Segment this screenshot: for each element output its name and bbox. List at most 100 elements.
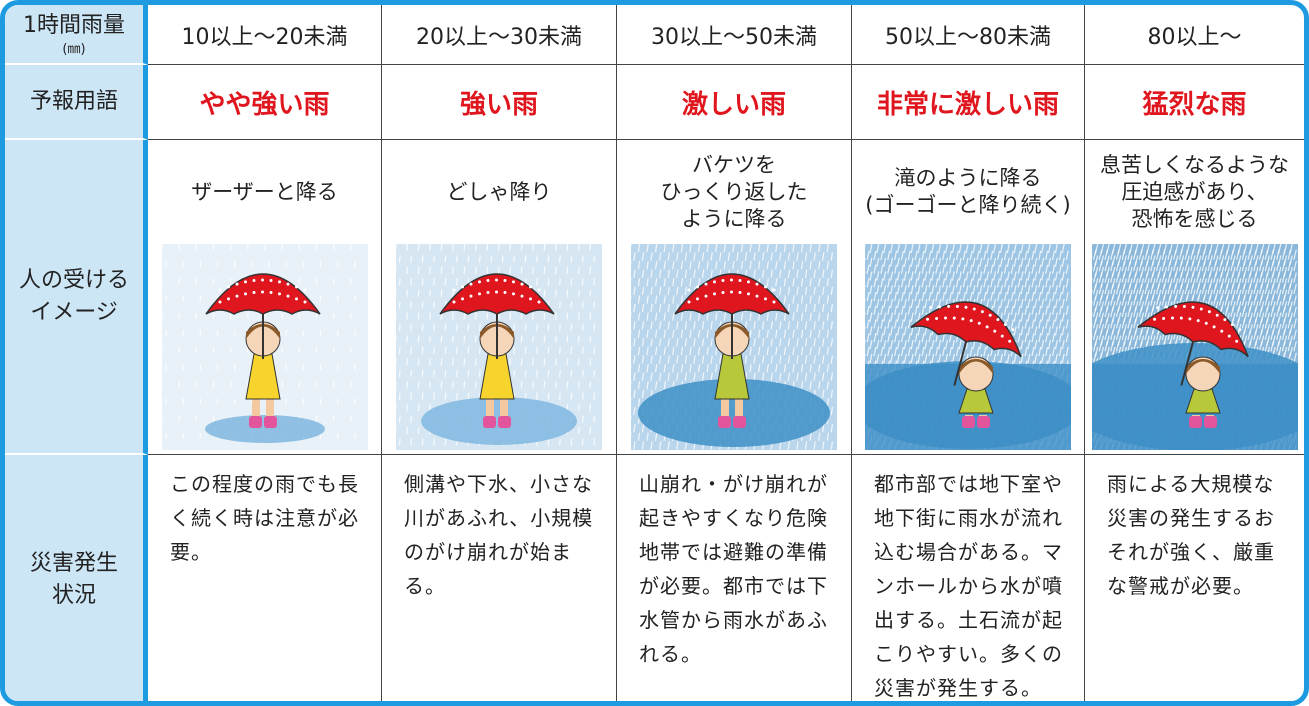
rain-streak bbox=[411, 347, 412, 354]
rain-streak bbox=[445, 370, 446, 377]
rain-streak bbox=[457, 393, 458, 400]
umbrella-dot bbox=[453, 301, 456, 304]
row-header: 災害発生 状況 bbox=[5, 455, 148, 705]
rain-streak bbox=[514, 347, 515, 354]
rain-streak bbox=[560, 255, 561, 262]
head bbox=[959, 357, 993, 391]
rain-streak bbox=[422, 324, 423, 331]
umbrella-dot bbox=[705, 295, 708, 298]
rain-streak bbox=[590, 313, 591, 320]
rain-streak bbox=[556, 267, 557, 274]
rain-streak bbox=[548, 393, 549, 400]
umbrella-dot bbox=[538, 289, 541, 292]
impression-cell: バケツを ひっくり返した ように降る bbox=[617, 140, 852, 455]
rain-streak bbox=[445, 347, 446, 354]
rain-streak bbox=[521, 267, 522, 274]
forecast-term: 激しい雨 bbox=[617, 65, 852, 140]
umbrella-dot bbox=[722, 279, 725, 282]
rain-streak bbox=[567, 336, 568, 343]
rain-streak bbox=[411, 370, 412, 377]
rain-streak bbox=[411, 255, 412, 262]
rain-streak bbox=[407, 290, 408, 297]
rain-streak bbox=[583, 370, 584, 377]
rain-streak bbox=[399, 278, 400, 285]
umbrella-dot bbox=[470, 283, 473, 286]
rain-streak bbox=[418, 244, 419, 251]
rain-streak bbox=[579, 290, 580, 297]
rain-streak bbox=[594, 324, 595, 331]
rain-streak bbox=[422, 255, 423, 262]
rain-streak bbox=[560, 278, 561, 285]
umbrella-dot bbox=[227, 285, 230, 288]
umbrella-dot bbox=[756, 295, 759, 298]
boot bbox=[977, 416, 990, 428]
rain-streak bbox=[411, 278, 412, 285]
rain-streak bbox=[583, 278, 584, 285]
rain-streak bbox=[441, 381, 442, 388]
forecast-term: 強い雨 bbox=[382, 65, 617, 140]
umbrella-dot bbox=[487, 291, 490, 294]
rain-streak bbox=[422, 347, 423, 354]
umbrella-dot bbox=[453, 289, 456, 292]
rain-streak bbox=[418, 358, 419, 365]
umbrella-dot bbox=[529, 285, 532, 288]
umbrella-dot bbox=[512, 280, 515, 283]
umbrella-dot bbox=[303, 301, 306, 304]
impression-cell: ザーザーと降る bbox=[148, 140, 382, 455]
umbrella-dot bbox=[278, 280, 281, 283]
rain-streak bbox=[590, 244, 591, 251]
rain-streak bbox=[583, 347, 584, 354]
rain-streak bbox=[399, 393, 400, 400]
umbrella-dot bbox=[286, 283, 289, 286]
rain-streak bbox=[583, 324, 584, 331]
rain-streak bbox=[510, 244, 511, 251]
rainfall-range: 20以上～30未満 bbox=[382, 5, 617, 65]
umbrella-dot bbox=[722, 291, 725, 294]
rain-streak bbox=[422, 370, 423, 377]
umbrella-dot bbox=[521, 283, 524, 286]
rain-streak bbox=[594, 393, 595, 400]
rain-streak bbox=[407, 313, 408, 320]
rain-streak bbox=[480, 324, 481, 331]
rain-streak bbox=[399, 301, 400, 308]
rain-streak bbox=[418, 290, 419, 297]
rain-streak bbox=[544, 358, 545, 365]
rain-streak bbox=[594, 416, 595, 423]
rain-streak bbox=[533, 336, 534, 343]
rain-streak bbox=[590, 336, 591, 343]
rain-streak bbox=[468, 393, 469, 400]
damage-text: 山崩れ・がけ崩れが起きやすくなり危険地帯では避難の準備が必要。都市では下水管から… bbox=[617, 455, 852, 705]
rain-streak bbox=[579, 358, 580, 365]
rain-streak bbox=[571, 393, 572, 400]
rain-streak bbox=[457, 324, 458, 331]
rain-streak bbox=[407, 381, 408, 388]
rain-streak bbox=[453, 313, 454, 320]
rain-streak bbox=[445, 393, 446, 400]
rain-streak bbox=[464, 313, 465, 320]
rain-streak bbox=[411, 393, 412, 400]
umbrella-dot bbox=[713, 292, 716, 295]
rain-streak bbox=[441, 290, 442, 297]
rain-streak bbox=[521, 313, 522, 320]
umbrella-dot bbox=[739, 279, 742, 282]
rain-streak bbox=[537, 324, 538, 331]
rain-streak bbox=[464, 244, 465, 251]
rain-streak bbox=[514, 324, 515, 331]
rain-streak bbox=[464, 267, 465, 274]
rain-streak bbox=[476, 313, 477, 320]
umbrella-dot bbox=[764, 285, 767, 288]
umbrella-dot bbox=[295, 297, 298, 300]
rain-streak bbox=[422, 301, 423, 308]
rain-streak bbox=[407, 244, 408, 251]
forecast-term: やや強い雨 bbox=[148, 65, 382, 140]
boot bbox=[718, 416, 731, 428]
rain-streak bbox=[525, 347, 526, 354]
rain-streak bbox=[560, 347, 561, 354]
rain-streak bbox=[583, 393, 584, 400]
umbrella-dot bbox=[512, 292, 515, 295]
rain-streak bbox=[422, 439, 423, 446]
rain-streak bbox=[498, 267, 499, 274]
rain-streak bbox=[560, 370, 561, 377]
umbrella-dot bbox=[461, 297, 464, 300]
rain-streak bbox=[544, 267, 545, 274]
